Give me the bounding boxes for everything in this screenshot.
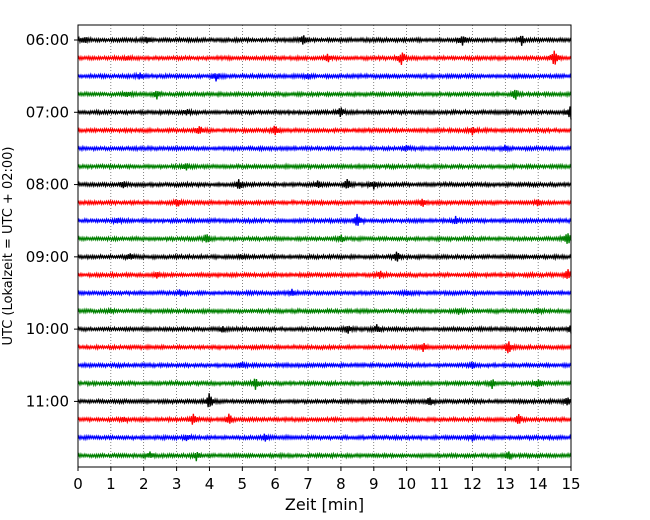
x-tick-label: 6 <box>270 475 280 493</box>
y-axis-ticks: 06:00 07:00 08:00 09:00 10:00 11:00 <box>26 31 78 410</box>
trace-row <box>77 71 572 82</box>
trace-row <box>77 213 572 226</box>
x-tick-label: 12 <box>463 475 482 493</box>
seismic-traces <box>77 35 572 462</box>
trace-row <box>77 125 572 136</box>
x-tick-label: 2 <box>139 475 149 493</box>
y-tick-label: 08:00 <box>26 176 69 194</box>
trace-row <box>77 178 572 190</box>
trace-row <box>77 432 572 443</box>
trace-row <box>77 306 572 316</box>
x-tick-label: 4 <box>205 475 215 493</box>
trace-row <box>77 197 572 207</box>
x-axis-ticks: 0 1 2 3 4 5 6 7 8 9 10 11 12 13 14 15 <box>73 467 581 493</box>
y-axis-label: UTC (Lokalzeit = UTC + 02:00) <box>1 147 16 346</box>
trace-row <box>77 50 572 66</box>
y-tick-label: 10:00 <box>26 320 69 338</box>
trace-row <box>77 233 572 244</box>
plot-frame <box>77 24 572 468</box>
y-tick-label: 11:00 <box>26 392 69 410</box>
trace-row <box>77 393 572 408</box>
plot-background <box>78 25 571 467</box>
trace-row <box>77 341 572 354</box>
x-tick-label: 11 <box>430 475 449 493</box>
trace-row <box>77 89 572 100</box>
x-tick-label: 15 <box>561 475 580 493</box>
trace-row <box>77 106 572 120</box>
x-tick-label: 3 <box>172 475 182 493</box>
trace-row <box>77 361 572 370</box>
trace-row <box>77 144 572 153</box>
y-tick-label: 09:00 <box>26 248 69 266</box>
y-tick-label: 06:00 <box>26 31 69 49</box>
x-tick-label: 10 <box>397 475 416 493</box>
y-tick-label: 07:00 <box>26 103 69 121</box>
trace-row <box>77 269 572 280</box>
x-tick-label: 0 <box>73 475 83 493</box>
trace-row <box>77 324 572 334</box>
x-axis-label: Zeit [min] <box>285 495 364 514</box>
trace-row <box>77 451 572 462</box>
x-tick-label: 14 <box>529 475 548 493</box>
trace-row <box>77 251 572 262</box>
trace-row <box>77 162 572 171</box>
x-tick-label: 5 <box>238 475 248 493</box>
x-tick-label: 13 <box>496 475 515 493</box>
trace-row <box>77 378 572 390</box>
trace-row <box>77 35 572 46</box>
trace-row <box>77 288 572 298</box>
x-tick-label: 1 <box>106 475 116 493</box>
x-tick-label: 9 <box>369 475 379 493</box>
x-tick-label: 8 <box>336 475 346 493</box>
x-tick-label: 7 <box>303 475 313 493</box>
trace-row <box>77 413 572 425</box>
